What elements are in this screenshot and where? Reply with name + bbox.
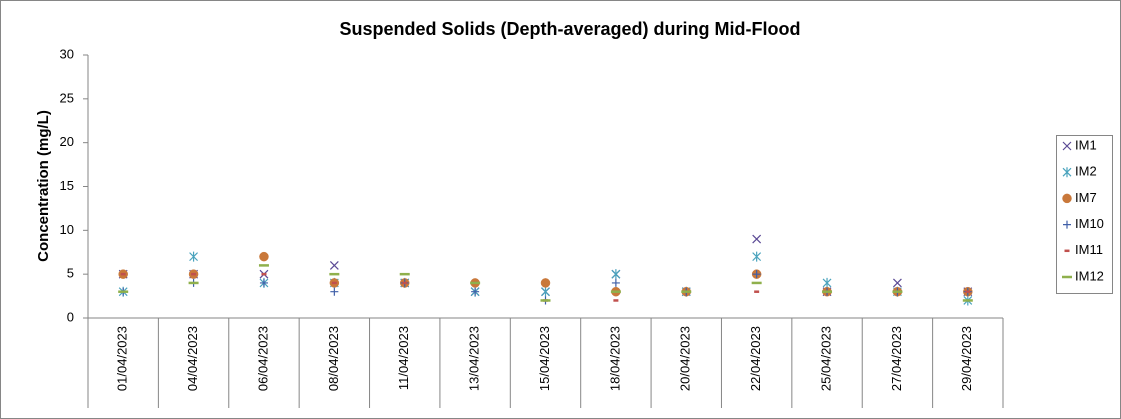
x-tick-label: 18/04/2023 <box>607 326 622 391</box>
legend-marker <box>1062 193 1072 204</box>
point <box>822 277 832 288</box>
y-tick-label: 30 <box>60 46 74 61</box>
y-tick-label: 10 <box>60 222 74 237</box>
point <box>611 278 620 287</box>
y-tick-label: 20 <box>60 134 74 149</box>
x-tick-label: 01/04/2023 <box>115 326 130 391</box>
y-tick-label: 25 <box>60 90 74 105</box>
legend-label: IM2 <box>1075 164 1097 179</box>
point <box>329 260 339 270</box>
point <box>752 234 762 244</box>
x-tick-label: 15/04/2023 <box>537 326 552 391</box>
x-tick-label: 27/04/2023 <box>889 326 904 391</box>
x-tick-label: 06/04/2023 <box>255 326 270 391</box>
point <box>189 251 199 262</box>
point <box>330 287 339 296</box>
point <box>259 278 268 287</box>
legend-marker <box>1063 220 1071 229</box>
x-tick-label: 11/04/2023 <box>396 326 411 390</box>
legend-label: IM12 <box>1075 268 1104 283</box>
point <box>471 287 480 296</box>
point <box>259 251 269 262</box>
x-tick-label: 04/04/2023 <box>185 326 200 391</box>
chart-title: Suspended Solids (Depth-averaged) during… <box>339 19 800 39</box>
y-tick-label: 0 <box>67 309 74 324</box>
point <box>752 270 761 279</box>
point <box>540 278 551 288</box>
legend-label: IM11 <box>1075 242 1103 257</box>
legend-box <box>1056 135 1113 294</box>
x-tick-label: 08/04/2023 <box>326 326 341 391</box>
point <box>611 269 621 280</box>
legend-marker <box>1062 167 1072 178</box>
y-axis-label: Concentration (mg/L) <box>35 110 52 262</box>
legend-marker <box>1062 141 1072 151</box>
x-tick-label: 29/04/2023 <box>959 326 974 391</box>
x-tick-label: 22/04/2023 <box>748 326 763 391</box>
y-tick-label: 15 <box>60 178 74 193</box>
y-tick-label: 5 <box>67 266 74 281</box>
point <box>892 278 902 288</box>
x-tick-label: 25/04/2023 <box>818 326 833 391</box>
legend-label: IM1 <box>1075 137 1097 152</box>
x-tick-label: 13/04/2023 <box>467 326 482 391</box>
point <box>541 286 550 297</box>
x-tick-label: 20/04/2023 <box>678 326 693 391</box>
legend-label: IM7 <box>1075 190 1097 205</box>
legend-label: IM10 <box>1075 216 1104 231</box>
point <box>752 251 762 262</box>
